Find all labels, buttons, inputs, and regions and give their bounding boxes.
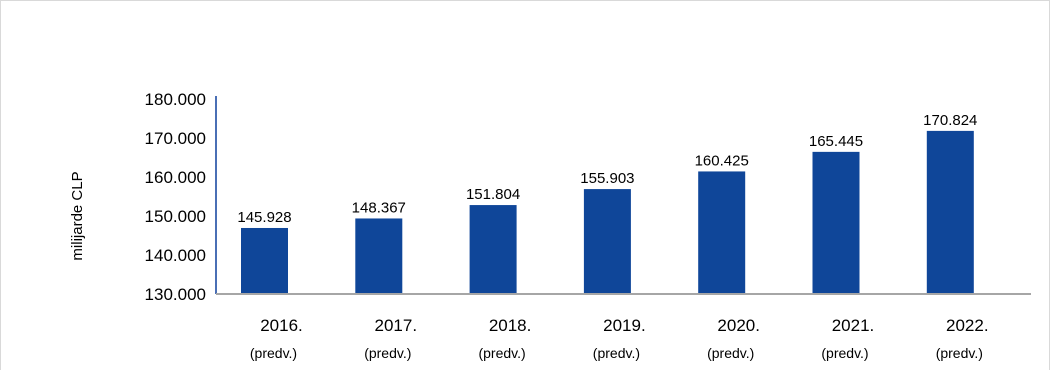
bar xyxy=(469,205,517,294)
bar xyxy=(812,151,860,294)
bar xyxy=(583,189,631,294)
x-tick-label-note: (predv.) xyxy=(936,345,983,361)
x-tick-label-year: 2021. xyxy=(832,316,875,335)
data-label: 170.824 xyxy=(923,112,977,129)
x-tick-label-note: (predv.) xyxy=(707,345,754,361)
data-label: 148.367 xyxy=(352,199,406,216)
bar xyxy=(355,218,403,294)
y-tick-label: 180.000 xyxy=(145,90,206,109)
x-tick-label-year: 2019. xyxy=(603,316,646,335)
y-tick-label: 170.000 xyxy=(145,129,206,148)
data-label: 155.903 xyxy=(580,170,634,187)
x-tick-label-note: (predv.) xyxy=(250,345,297,361)
y-tick-label: 140.000 xyxy=(145,246,206,265)
bar xyxy=(698,171,746,294)
x-tick-label-year: 2018. xyxy=(489,316,532,335)
y-tick-label: 150.000 xyxy=(145,207,206,226)
y-tick-label: 130.000 xyxy=(145,285,206,304)
data-label: 145.928 xyxy=(237,209,291,226)
y-axis-title: milijarde CLP xyxy=(69,171,86,260)
x-tick-label-note: (predv.) xyxy=(478,345,525,361)
y-tick-label: 160.000 xyxy=(145,168,206,187)
bar xyxy=(926,130,974,294)
x-tick-label-note: (predv.) xyxy=(364,345,411,361)
data-label: 151.804 xyxy=(466,186,520,203)
data-label: 165.445 xyxy=(809,133,863,150)
x-tick-label-year: 2017. xyxy=(375,316,418,335)
x-tick-label-year: 2022. xyxy=(946,316,989,335)
x-tick-label-note: (predv.) xyxy=(593,345,640,361)
x-tick-label-note: (predv.) xyxy=(821,345,868,361)
data-label: 160.425 xyxy=(695,152,749,169)
bar xyxy=(241,227,288,294)
x-tick-label-year: 2016. xyxy=(260,316,303,335)
x-tick-label-year: 2020. xyxy=(717,316,760,335)
